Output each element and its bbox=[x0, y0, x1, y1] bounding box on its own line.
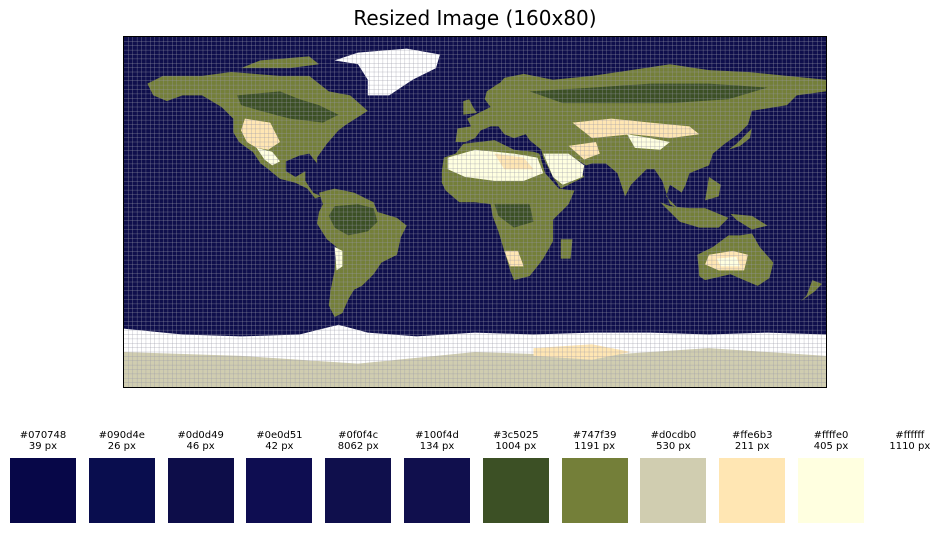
eurasia bbox=[455, 64, 826, 209]
swatch-pixel-count: 405 px bbox=[813, 441, 849, 452]
mexico-highlands bbox=[256, 147, 281, 166]
swatch-hex-label: #100f4d bbox=[415, 430, 459, 441]
swatch-pixel-count: 8062 px bbox=[337, 441, 379, 452]
swatch-color-box bbox=[719, 458, 786, 523]
world-map-grid bbox=[123, 36, 827, 388]
palette-swatch-5: #0f0f4c 8062 px bbox=[325, 430, 392, 523]
swatch-color-box bbox=[88, 458, 155, 523]
chart-title: Resized Image (160x80) bbox=[353, 6, 597, 30]
swatch-pixel-count: 1191 px bbox=[574, 441, 616, 452]
new-guinea bbox=[730, 213, 768, 230]
swatch-hex-label: #ffe6b3 bbox=[731, 430, 773, 441]
swatch-pixel-count: 1004 px bbox=[495, 441, 537, 452]
swatch-color-box bbox=[482, 458, 549, 523]
swatch-color-box bbox=[167, 458, 234, 523]
swatch-pixel-count: 1110 px bbox=[889, 441, 931, 452]
swatch-color-box bbox=[561, 458, 628, 523]
palette-swatch-9: #d0cdb0 530 px bbox=[640, 430, 707, 523]
swatch-hex-label: #0f0f4c bbox=[338, 430, 379, 441]
swatch-hex-label: #070748 bbox=[19, 430, 67, 441]
swatch-color-box bbox=[246, 458, 313, 523]
swatch-color-box bbox=[876, 458, 943, 523]
swatch-hex-label: #0d0d49 bbox=[177, 430, 224, 441]
congo-forest bbox=[494, 204, 534, 228]
swatch-hex-label: #d0cdb0 bbox=[650, 430, 697, 441]
swatch-hex-label: #3c5025 bbox=[492, 430, 539, 441]
swatch-hex-label: #747f39 bbox=[572, 430, 617, 441]
swatch-hex-label: #ffffff bbox=[895, 430, 925, 441]
swatch-pixel-count: 42 px bbox=[265, 441, 294, 452]
world-map-svg bbox=[124, 37, 826, 387]
palette-swatch-3: #0d0d49 46 px bbox=[167, 430, 234, 523]
swatch-pixel-count: 134 px bbox=[419, 441, 455, 452]
swatch-pixel-count: 46 px bbox=[186, 441, 215, 452]
swatch-pixel-count: 26 px bbox=[107, 441, 136, 452]
libyan-desert bbox=[494, 153, 534, 170]
swatch-color-box bbox=[325, 458, 392, 523]
swatch-pixel-count: 530 px bbox=[656, 441, 691, 452]
swatch-color-box bbox=[798, 458, 864, 523]
swatch-hex-label: #090d4e bbox=[98, 430, 145, 441]
cell-gridlines bbox=[124, 37, 826, 387]
swatch-color-box bbox=[10, 458, 76, 523]
australia-interior bbox=[716, 256, 741, 267]
swatch-hex-label: #ffffe0 bbox=[813, 430, 849, 441]
palette-swatch-12: #ffffff 1110 px bbox=[876, 430, 943, 523]
swatch-hex-label: #0e0d51 bbox=[256, 430, 303, 441]
palette-swatch-8: #747f39 1191 px bbox=[561, 430, 628, 523]
palette-swatch-2: #090d4e 26 px bbox=[88, 430, 155, 523]
swatch-color-box bbox=[404, 458, 470, 523]
palette-swatch-1: #070748 39 px bbox=[10, 430, 76, 523]
swatch-pixel-count: 211 px bbox=[734, 441, 770, 452]
palette-swatch-10: #ffe6b3 211 px bbox=[719, 430, 786, 523]
palette-swatch-6: #100f4d 134 px bbox=[404, 430, 470, 523]
color-palette: #070748 39 px #090d4e 26 px #0d0d49 46 px #0e0… bbox=[0, 430, 950, 530]
japan bbox=[728, 128, 752, 150]
madagascar bbox=[560, 239, 573, 259]
swatch-pixel-count: 39 px bbox=[28, 441, 58, 452]
palette-swatch-7: #3c5025 1004 px bbox=[482, 430, 549, 523]
swatch-color-box bbox=[640, 458, 707, 523]
palette-swatch-4: #0e0d51 42 px bbox=[246, 430, 313, 523]
palette-swatch-11: #ffffe0 405 px bbox=[798, 430, 864, 523]
